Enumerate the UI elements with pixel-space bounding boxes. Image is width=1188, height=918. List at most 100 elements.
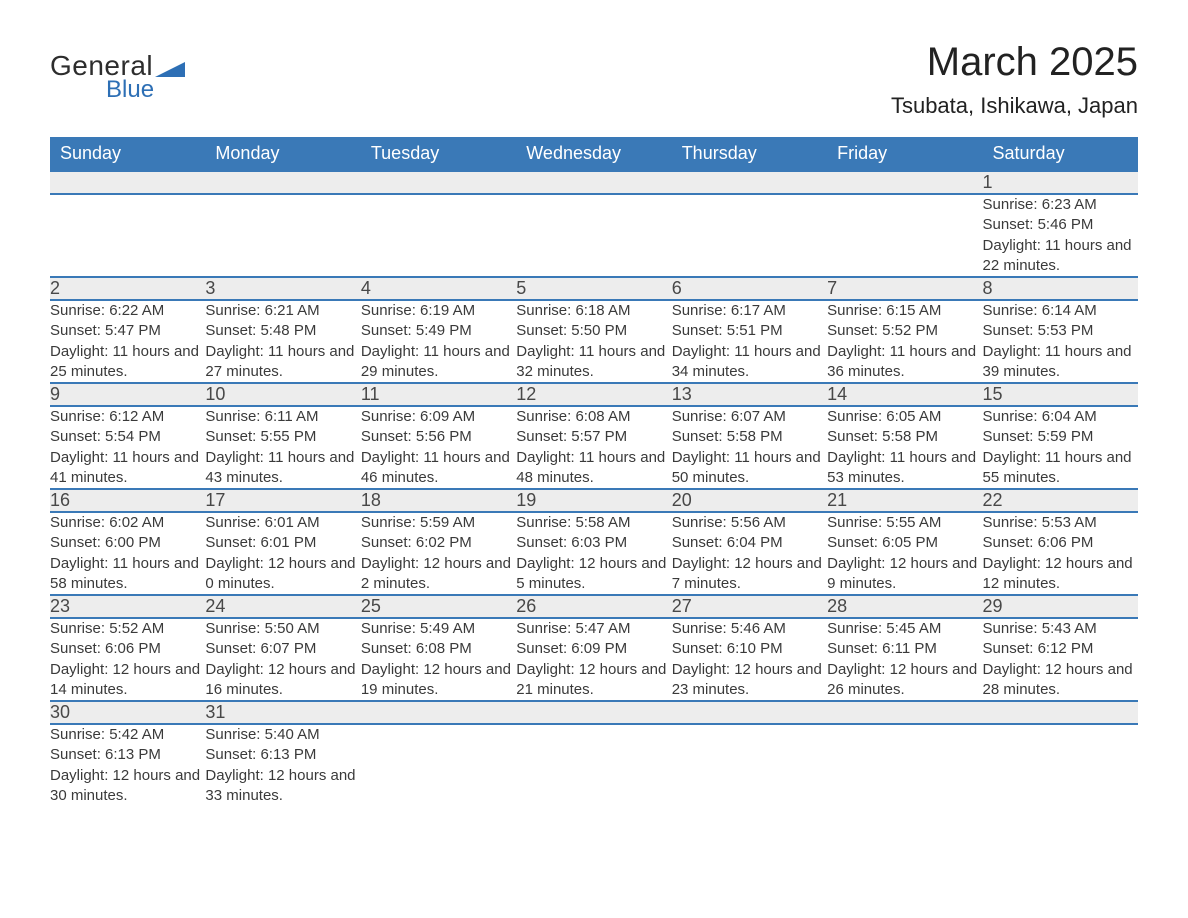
day-detail-line: Daylight: 12 hours and 9 minutes. xyxy=(827,554,982,595)
day-detail-line: Daylight: 11 hours and 25 minutes. xyxy=(50,342,205,383)
day-detail-line: Sunset: 6:06 PM xyxy=(983,533,1138,553)
day-detail-cell: Sunrise: 5:58 AMSunset: 6:03 PMDaylight:… xyxy=(516,512,671,595)
day-detail-line: Sunset: 6:13 PM xyxy=(205,745,360,765)
day-detail-line: Daylight: 11 hours and 55 minutes. xyxy=(983,448,1138,489)
day-detail-cell: Sunrise: 6:08 AMSunset: 5:57 PMDaylight:… xyxy=(516,406,671,489)
day-detail-cell xyxy=(827,724,982,806)
detail-row: Sunrise: 5:52 AMSunset: 6:06 PMDaylight:… xyxy=(50,618,1138,701)
day-detail-line: Daylight: 12 hours and 33 minutes. xyxy=(205,766,360,807)
day-number-cell: 28 xyxy=(827,595,982,618)
day-number-cell: 1 xyxy=(983,171,1138,194)
day-number-cell: 24 xyxy=(205,595,360,618)
day-detail-line: Sunrise: 6:05 AM xyxy=(827,407,982,427)
day-detail-cell: Sunrise: 6:18 AMSunset: 5:50 PMDaylight:… xyxy=(516,300,671,383)
day-detail-line: Daylight: 12 hours and 30 minutes. xyxy=(50,766,205,807)
day-detail-cell: Sunrise: 6:02 AMSunset: 6:00 PMDaylight:… xyxy=(50,512,205,595)
day-detail-cell: Sunrise: 6:23 AMSunset: 5:46 PMDaylight:… xyxy=(983,194,1138,277)
daynum-row: 1 xyxy=(50,171,1138,194)
day-detail-line: Daylight: 11 hours and 27 minutes. xyxy=(205,342,360,383)
day-number-cell: 21 xyxy=(827,489,982,512)
day-number-cell: 26 xyxy=(516,595,671,618)
day-number-cell: 10 xyxy=(205,383,360,406)
day-detail-line: Sunrise: 6:08 AM xyxy=(516,407,671,427)
day-detail-cell: Sunrise: 5:47 AMSunset: 6:09 PMDaylight:… xyxy=(516,618,671,701)
day-detail-line: Sunrise: 5:53 AM xyxy=(983,513,1138,533)
day-detail-line: Daylight: 11 hours and 50 minutes. xyxy=(672,448,827,489)
day-detail-line: Daylight: 11 hours and 53 minutes. xyxy=(827,448,982,489)
day-detail-cell: Sunrise: 5:50 AMSunset: 6:07 PMDaylight:… xyxy=(205,618,360,701)
month-title: March 2025 xyxy=(891,40,1138,85)
daynum-row: 2345678 xyxy=(50,277,1138,300)
day-detail-cell: Sunrise: 6:01 AMSunset: 6:01 PMDaylight:… xyxy=(205,512,360,595)
day-number-cell xyxy=(672,701,827,724)
day-detail-cell: Sunrise: 5:56 AMSunset: 6:04 PMDaylight:… xyxy=(672,512,827,595)
day-number-cell xyxy=(983,701,1138,724)
day-detail-line: Sunrise: 6:18 AM xyxy=(516,301,671,321)
day-number-cell: 5 xyxy=(516,277,671,300)
day-number-cell xyxy=(516,701,671,724)
day-number-cell: 11 xyxy=(361,383,516,406)
day-detail-line: Daylight: 11 hours and 32 minutes. xyxy=(516,342,671,383)
col-monday: Monday xyxy=(205,137,360,171)
day-detail-cell: Sunrise: 6:14 AMSunset: 5:53 PMDaylight:… xyxy=(983,300,1138,383)
day-detail-line: Sunrise: 6:17 AM xyxy=(672,301,827,321)
day-detail-cell xyxy=(983,724,1138,806)
col-friday: Friday xyxy=(827,137,982,171)
day-number-cell xyxy=(672,171,827,194)
day-detail-cell xyxy=(672,724,827,806)
day-detail-line: Daylight: 12 hours and 23 minutes. xyxy=(672,660,827,701)
day-detail-line: Sunrise: 6:09 AM xyxy=(361,407,516,427)
day-detail-line: Daylight: 11 hours and 39 minutes. xyxy=(983,342,1138,383)
day-number-cell: 22 xyxy=(983,489,1138,512)
day-detail-line: Daylight: 11 hours and 36 minutes. xyxy=(827,342,982,383)
col-thursday: Thursday xyxy=(672,137,827,171)
day-detail-line: Daylight: 12 hours and 21 minutes. xyxy=(516,660,671,701)
day-number-cell: 7 xyxy=(827,277,982,300)
day-detail-line: Sunrise: 6:04 AM xyxy=(983,407,1138,427)
day-detail-cell: Sunrise: 6:12 AMSunset: 5:54 PMDaylight:… xyxy=(50,406,205,489)
calendar-table: Sunday Monday Tuesday Wednesday Thursday… xyxy=(50,137,1138,806)
day-detail-line: Sunrise: 5:56 AM xyxy=(672,513,827,533)
day-detail-line: Sunset: 5:59 PM xyxy=(983,427,1138,447)
day-detail-line: Daylight: 12 hours and 5 minutes. xyxy=(516,554,671,595)
col-sunday: Sunday xyxy=(50,137,205,171)
day-detail-line: Sunset: 6:07 PM xyxy=(205,639,360,659)
day-detail-line: Sunrise: 5:42 AM xyxy=(50,725,205,745)
day-detail-line: Daylight: 11 hours and 34 minutes. xyxy=(672,342,827,383)
day-number-cell xyxy=(361,701,516,724)
day-detail-line: Sunrise: 5:49 AM xyxy=(361,619,516,639)
day-detail-line: Sunset: 6:01 PM xyxy=(205,533,360,553)
day-detail-line: Daylight: 11 hours and 46 minutes. xyxy=(361,448,516,489)
day-detail-cell: Sunrise: 5:53 AMSunset: 6:06 PMDaylight:… xyxy=(983,512,1138,595)
day-detail-line: Sunset: 5:47 PM xyxy=(50,321,205,341)
day-detail-line: Sunrise: 6:07 AM xyxy=(672,407,827,427)
day-detail-cell: Sunrise: 5:49 AMSunset: 6:08 PMDaylight:… xyxy=(361,618,516,701)
detail-row: Sunrise: 5:42 AMSunset: 6:13 PMDaylight:… xyxy=(50,724,1138,806)
day-number-cell: 8 xyxy=(983,277,1138,300)
day-number-cell: 15 xyxy=(983,383,1138,406)
day-detail-cell xyxy=(50,194,205,277)
day-detail-line: Sunrise: 5:50 AM xyxy=(205,619,360,639)
day-detail-line: Sunset: 6:03 PM xyxy=(516,533,671,553)
day-detail-line: Sunset: 5:57 PM xyxy=(516,427,671,447)
day-detail-line: Sunset: 6:06 PM xyxy=(50,639,205,659)
col-tuesday: Tuesday xyxy=(361,137,516,171)
day-detail-line: Sunset: 6:08 PM xyxy=(361,639,516,659)
day-number-cell xyxy=(50,171,205,194)
day-number-cell: 29 xyxy=(983,595,1138,618)
day-detail-cell: Sunrise: 6:21 AMSunset: 5:48 PMDaylight:… xyxy=(205,300,360,383)
day-detail-cell xyxy=(516,724,671,806)
col-wednesday: Wednesday xyxy=(516,137,671,171)
day-detail-cell: Sunrise: 6:09 AMSunset: 5:56 PMDaylight:… xyxy=(361,406,516,489)
day-number-cell xyxy=(516,171,671,194)
logo: General Blue xyxy=(50,50,185,104)
day-detail-line: Sunrise: 6:02 AM xyxy=(50,513,205,533)
day-detail-cell xyxy=(205,194,360,277)
weekday-header-row: Sunday Monday Tuesday Wednesday Thursday… xyxy=(50,137,1138,171)
day-detail-line: Daylight: 11 hours and 29 minutes. xyxy=(361,342,516,383)
day-detail-line: Sunrise: 6:21 AM xyxy=(205,301,360,321)
day-detail-line: Sunrise: 5:47 AM xyxy=(516,619,671,639)
day-detail-cell: Sunrise: 6:19 AMSunset: 5:49 PMDaylight:… xyxy=(361,300,516,383)
day-number-cell xyxy=(361,171,516,194)
day-number-cell: 25 xyxy=(361,595,516,618)
